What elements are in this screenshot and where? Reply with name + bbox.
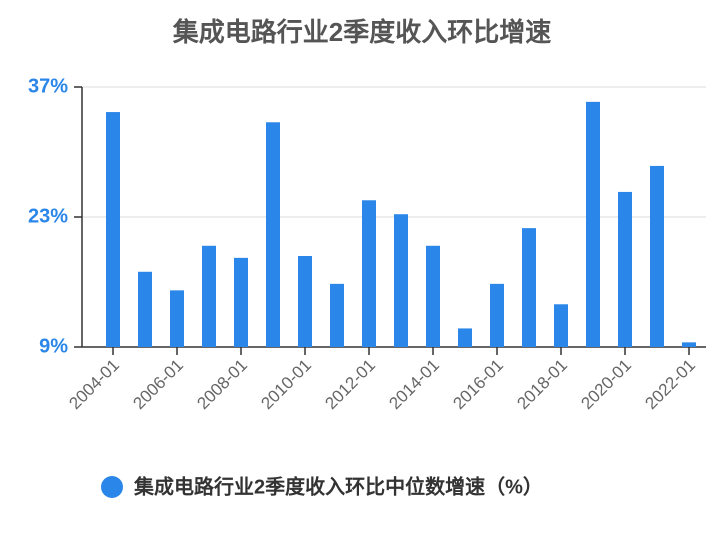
chart-title: 集成电路行业2季度收入环比增速 — [172, 17, 551, 47]
x-tick-label: 2014-01 — [385, 356, 443, 414]
bar — [458, 328, 472, 347]
bar — [138, 271, 152, 347]
bar — [490, 283, 504, 347]
x-tick-label: 2018-01 — [513, 356, 571, 414]
x-tick-label: 2022-01 — [641, 356, 699, 414]
bar — [586, 101, 600, 347]
y-tick-label: 9% — [39, 335, 68, 357]
x-tick-label: 2012-01 — [321, 356, 379, 414]
x-tick-label: 2008-01 — [193, 356, 251, 414]
bar — [202, 245, 216, 347]
bar — [234, 257, 248, 347]
bar — [394, 214, 408, 347]
bar — [682, 342, 696, 347]
bar — [106, 112, 120, 347]
x-tick-label: 2004-01 — [65, 356, 123, 414]
bar — [554, 304, 568, 347]
bar — [298, 256, 312, 347]
bar — [362, 200, 376, 347]
y-tick-label: 23% — [28, 205, 68, 227]
bar — [266, 122, 280, 348]
x-tick-label: 2010-01 — [257, 356, 315, 414]
legend-marker — [101, 476, 123, 498]
bar — [618, 191, 632, 347]
legend-label: 集成电路行业2季度收入环比中位数增速（%） — [133, 474, 543, 498]
bar — [330, 283, 344, 347]
bar — [522, 228, 536, 347]
bar — [170, 290, 184, 347]
bar — [426, 245, 440, 347]
y-tick-label: 37% — [28, 75, 68, 97]
x-tick-label: 2016-01 — [449, 356, 507, 414]
x-tick-label: 2006-01 — [129, 356, 187, 414]
bar — [650, 165, 664, 347]
x-tick-label: 2020-01 — [577, 356, 635, 414]
